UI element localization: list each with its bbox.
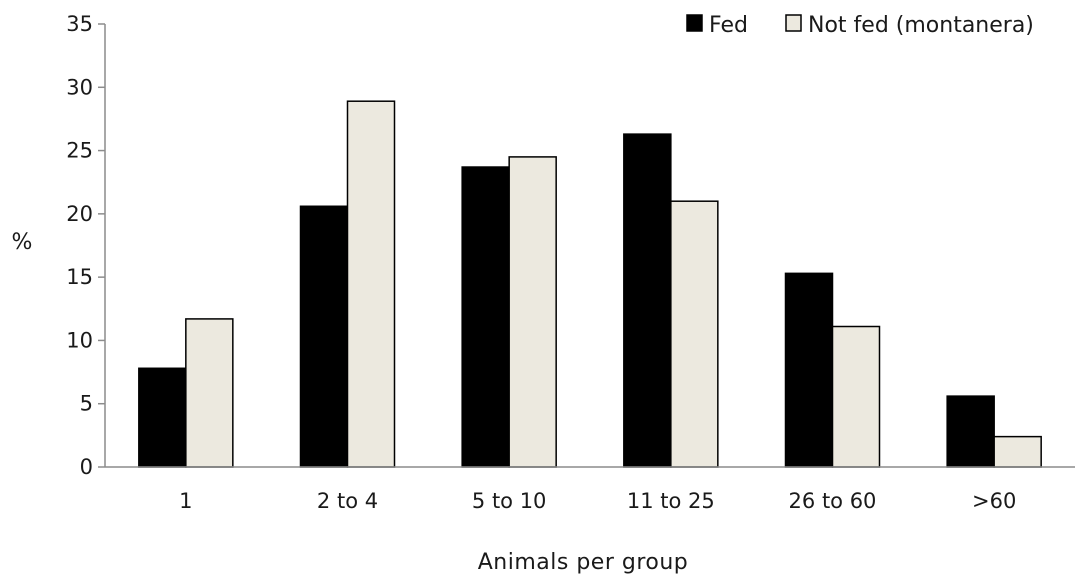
- y-tick-label: 35: [66, 12, 93, 36]
- y-tick-label: 5: [80, 392, 93, 416]
- y-tick-label: 30: [66, 75, 93, 99]
- x-tick-label: 26 to 60: [789, 489, 877, 513]
- legend: Fed Not fed (montanera): [686, 13, 1034, 38]
- bar-fed-6: [946, 395, 995, 468]
- x-tick-label: 5 to 10: [472, 489, 547, 513]
- x-tick-label: >60: [972, 489, 1016, 513]
- legend-label-not-fed: Not fed (montanera): [808, 13, 1034, 38]
- x-tick-label: 2 to 4: [317, 489, 378, 513]
- bar-fed-1: [138, 367, 187, 468]
- y-tick-label: 0: [80, 455, 93, 479]
- bar-fed-3: [461, 166, 510, 468]
- x-axis-ticks: 1 2 to 4 5 to 10 11 to 25 26 to 60 >60: [179, 489, 1016, 513]
- bar-not-fed-3: [508, 156, 557, 468]
- y-tick-label: 10: [66, 328, 93, 352]
- bar-fed-4: [623, 133, 672, 468]
- bar-fed-5: [784, 272, 834, 468]
- x-axis-title: Animals per group: [478, 550, 689, 575]
- y-tick-label: 25: [66, 139, 93, 163]
- y-tick-label: 20: [66, 202, 93, 226]
- x-tick-label: 11 to 25: [627, 489, 715, 513]
- legend-swatch-fed: [686, 14, 703, 32]
- y-axis-ticks: 0 5 10 15 20 25 30 35: [66, 12, 105, 479]
- bar-not-fed-5: [831, 325, 881, 468]
- legend-label-fed: Fed: [709, 13, 748, 38]
- bar-not-fed-4: [670, 200, 719, 468]
- bar-not-fed-1: [185, 318, 234, 468]
- bar-fed-2: [299, 205, 349, 468]
- bar-not-fed-6: [993, 435, 1042, 468]
- x-tick-label: 1: [179, 489, 192, 513]
- legend-swatch-not-fed: [785, 14, 802, 32]
- y-axis-title: %: [12, 230, 33, 255]
- y-tick-label: 15: [66, 265, 93, 289]
- bar-not-fed-2: [346, 100, 396, 468]
- bars: [138, 100, 1042, 468]
